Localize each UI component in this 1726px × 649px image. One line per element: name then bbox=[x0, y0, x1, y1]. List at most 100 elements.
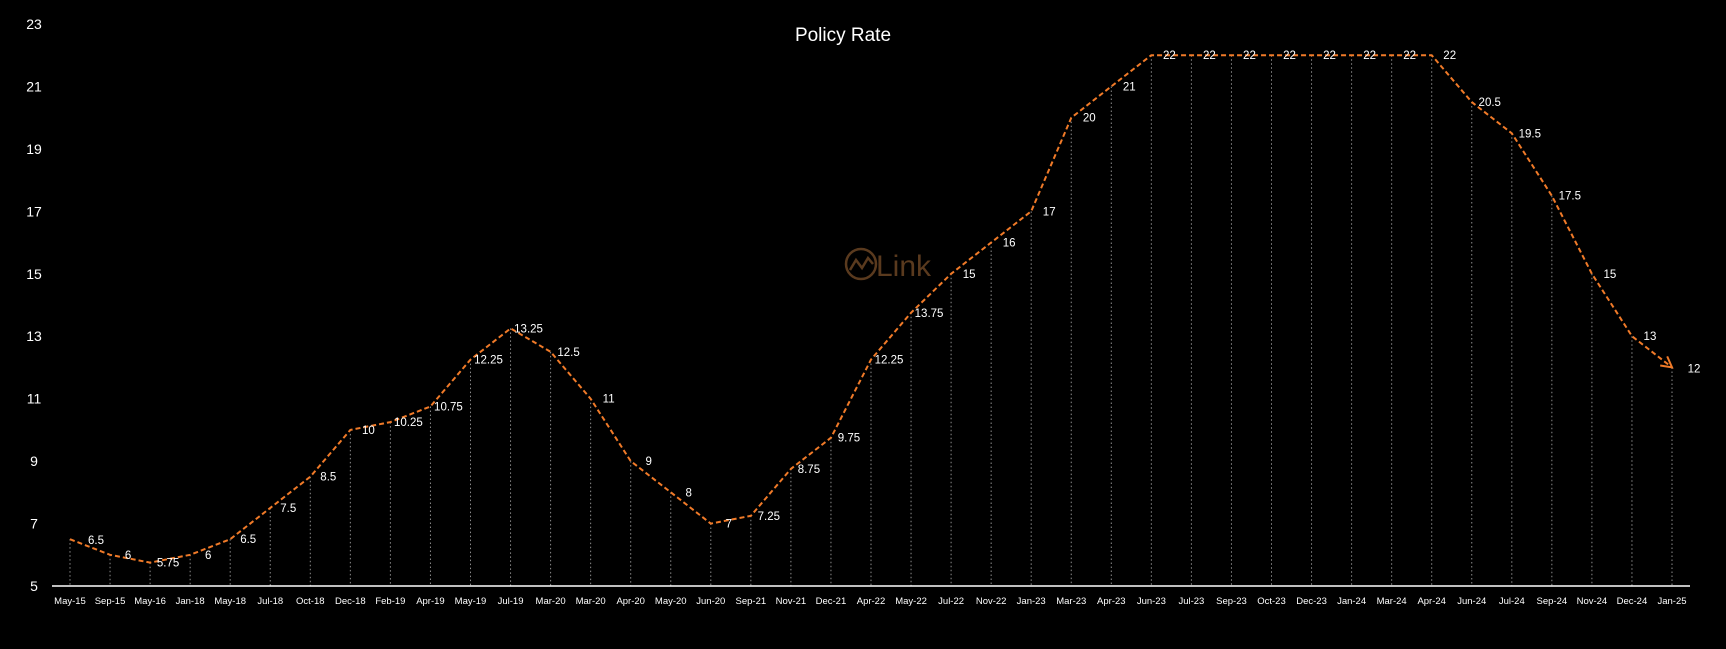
x-tick-label: Sep-24 bbox=[1537, 596, 1568, 607]
x-tick-label: Jul-19 bbox=[498, 596, 524, 607]
data-label: 6.5 bbox=[88, 535, 104, 547]
data-label: 15 bbox=[1604, 269, 1617, 281]
x-tick-label: Mar-24 bbox=[1377, 596, 1407, 607]
data-label: 22 bbox=[1403, 50, 1416, 62]
data-label: 22 bbox=[1203, 50, 1216, 62]
y-tick-label: 15 bbox=[26, 266, 42, 282]
data-label: 7 bbox=[726, 519, 732, 531]
data-label: 8 bbox=[686, 487, 692, 499]
data-label: 10 bbox=[362, 425, 375, 437]
data-labels: 6.5 6 5.75 6 6.5 7.5 8.5 10 10.25 10.75 12.25 13.25… bbox=[88, 50, 1700, 569]
data-label: 12 bbox=[1688, 363, 1701, 375]
x-axis-ticks: May-15 Sep-15 May-16 Jan-18 May-18 Jul-18 Oct-… bbox=[54, 596, 1686, 607]
x-tick-label: Apr-22 bbox=[857, 596, 886, 607]
data-label: 22 bbox=[1323, 50, 1336, 62]
data-label: 22 bbox=[1163, 50, 1176, 62]
watermark: Link bbox=[844, 247, 932, 283]
x-tick-label: May-22 bbox=[895, 596, 927, 607]
x-tick-label: Jul-18 bbox=[257, 596, 283, 607]
series-arrowhead bbox=[1660, 356, 1674, 369]
data-label: 10.25 bbox=[394, 417, 423, 429]
y-tick-label: 23 bbox=[26, 16, 42, 32]
data-label: 12.5 bbox=[557, 347, 579, 359]
y-tick-label: 19 bbox=[26, 141, 42, 157]
data-label: 6 bbox=[125, 550, 131, 562]
y-axis: 5 7 9 11 13 15 17 19 21 23 bbox=[26, 16, 42, 594]
data-label: 12.25 bbox=[474, 355, 503, 367]
chart-title: Policy Rate bbox=[795, 25, 891, 46]
x-tick-label: Jan-24 bbox=[1337, 596, 1366, 607]
data-label: 13.75 bbox=[915, 308, 944, 320]
series-line bbox=[69, 54, 1673, 564]
data-label: 20.5 bbox=[1479, 97, 1501, 109]
x-tick-label: Jan-18 bbox=[176, 596, 205, 607]
data-label: 22 bbox=[1443, 50, 1456, 62]
data-label: 8.75 bbox=[798, 464, 820, 476]
data-label: 7.25 bbox=[758, 511, 780, 523]
y-tick-label: 13 bbox=[26, 328, 42, 344]
data-label: 20 bbox=[1083, 113, 1096, 125]
x-tick-label: Oct-18 bbox=[296, 596, 325, 607]
data-label: 13.25 bbox=[514, 323, 543, 335]
x-tick-label: Jul-22 bbox=[938, 596, 964, 607]
x-tick-label: Oct-23 bbox=[1257, 596, 1286, 607]
data-label: 22 bbox=[1283, 50, 1296, 62]
x-tick-label: Sep-15 bbox=[95, 596, 126, 607]
x-tick-label: Dec-24 bbox=[1617, 596, 1648, 607]
x-tick-label: May-15 bbox=[54, 596, 86, 607]
data-label: 9 bbox=[645, 456, 651, 468]
data-label: 8.5 bbox=[320, 472, 336, 484]
y-tick-label: 5 bbox=[30, 578, 38, 594]
x-tick-label: Apr-20 bbox=[616, 596, 645, 607]
data-label: 13 bbox=[1644, 331, 1657, 343]
data-label: 12.25 bbox=[875, 355, 904, 367]
x-tick-label: May-18 bbox=[214, 596, 246, 607]
x-tick-label: Jun-24 bbox=[1457, 596, 1486, 607]
data-label: 15 bbox=[963, 269, 976, 281]
data-label: 22 bbox=[1363, 50, 1376, 62]
data-label: 17.5 bbox=[1559, 191, 1581, 203]
data-label: 7.5 bbox=[280, 503, 296, 515]
x-tick-label: Jan-25 bbox=[1657, 596, 1686, 607]
x-tick-label: Mar-20 bbox=[536, 596, 566, 607]
data-label: 10.75 bbox=[434, 401, 463, 413]
y-tick-label: 7 bbox=[30, 516, 38, 532]
x-tick-label: Feb-19 bbox=[375, 596, 405, 607]
data-label: 16 bbox=[1003, 238, 1016, 250]
data-label: 6.5 bbox=[240, 534, 256, 546]
x-tick-label: Sep-21 bbox=[736, 596, 767, 607]
data-label: 6 bbox=[205, 550, 211, 562]
y-tick-label: 17 bbox=[26, 203, 42, 219]
x-tick-label: Sep-23 bbox=[1216, 596, 1247, 607]
x-tick-label: Nov-22 bbox=[976, 596, 1007, 607]
watermark-text: Link bbox=[876, 250, 932, 283]
drop-lines bbox=[69, 55, 1673, 586]
x-tick-label: Dec-23 bbox=[1296, 596, 1327, 607]
x-tick-label: Jun-23 bbox=[1137, 596, 1166, 607]
data-label: 19.5 bbox=[1519, 128, 1541, 140]
x-tick-label: May-19 bbox=[455, 596, 487, 607]
x-tick-label: Mar-23 bbox=[1056, 596, 1086, 607]
y-tick-label: 11 bbox=[27, 391, 42, 407]
x-tick-label: Nov-24 bbox=[1577, 596, 1608, 607]
x-tick-label: Mar-20 bbox=[576, 596, 606, 607]
x-tick-label: Apr-23 bbox=[1097, 596, 1126, 607]
data-label: 17 bbox=[1043, 206, 1056, 218]
x-tick-label: May-16 bbox=[134, 596, 166, 607]
x-tick-label: Dec-21 bbox=[816, 596, 847, 607]
x-tick-label: Nov-21 bbox=[776, 596, 807, 607]
x-tick-label: Jun-20 bbox=[696, 596, 725, 607]
x-tick-label: Jul-24 bbox=[1499, 596, 1525, 607]
y-tick-label: 21 bbox=[26, 78, 42, 94]
x-tick-label: May-20 bbox=[655, 596, 687, 607]
data-label: 5.75 bbox=[157, 558, 179, 570]
data-label: 21 bbox=[1123, 81, 1136, 93]
y-tick-label: 9 bbox=[30, 453, 38, 469]
data-label: 9.75 bbox=[838, 433, 860, 445]
data-label: 11 bbox=[603, 394, 615, 406]
chart-logo-icon bbox=[844, 247, 878, 281]
x-tick-label: Jan-23 bbox=[1017, 596, 1046, 607]
data-label: 22 bbox=[1243, 50, 1256, 62]
